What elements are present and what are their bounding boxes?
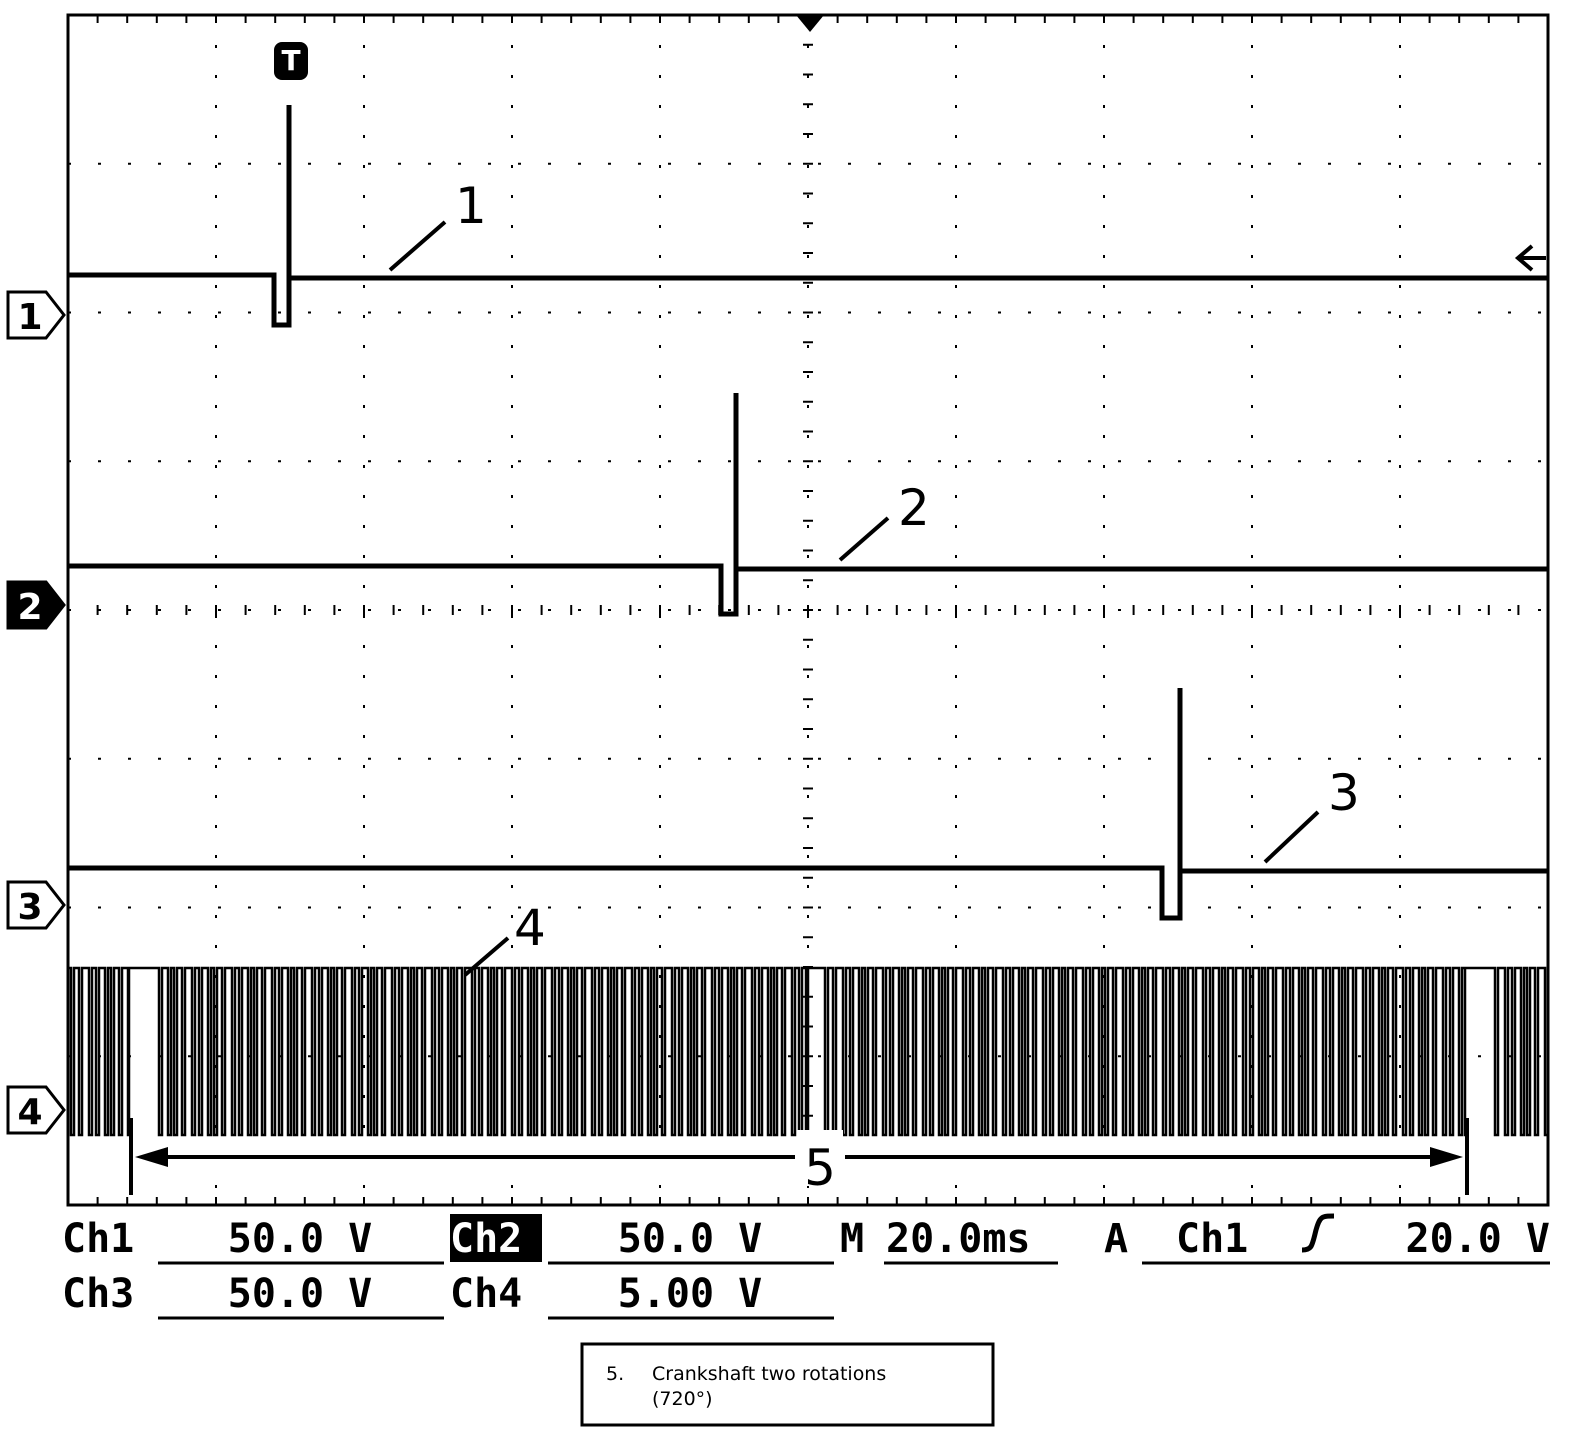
leader-line <box>463 936 510 977</box>
readout-channel: Ch3 <box>62 1271 134 1317</box>
callout: 3 <box>1328 764 1360 822</box>
callout: 5 <box>804 1139 836 1197</box>
callout: 2 <box>898 479 930 537</box>
readout-highlight <box>450 1214 542 1262</box>
trigger-marker-box <box>274 42 308 80</box>
leader-line <box>838 516 890 562</box>
channel-marker-box <box>6 1085 66 1135</box>
caption-text: Crankshaft two rotations <box>652 1363 886 1385</box>
channel-marker: 3 <box>17 887 42 928</box>
trigger-level <box>1514 244 1546 272</box>
readout-scale: 5.00 V <box>618 1271 763 1317</box>
readout-scale: 50.0 V <box>228 1271 373 1317</box>
trigger-position <box>796 15 824 32</box>
channel-marker: 1 <box>17 297 42 338</box>
readout-channel: Ch4 <box>450 1271 522 1317</box>
readout-channel: Ch2 <box>450 1216 522 1262</box>
readout-scale: 50.0 V <box>228 1216 373 1262</box>
channel-marker-box <box>6 290 66 340</box>
callout: 4 <box>514 899 546 957</box>
channel-marker: 2 <box>17 587 42 628</box>
trace-ch4 <box>66 966 1548 1137</box>
trigger-label: A <box>1104 1216 1128 1262</box>
leader-line <box>1263 810 1320 864</box>
trigger-level: 20.0 V <box>1406 1216 1551 1262</box>
callout-bg <box>797 1130 843 1186</box>
readout-scale: 50.0 V <box>618 1216 763 1262</box>
traces <box>66 105 1548 1137</box>
trace-ch1 <box>68 105 1548 328</box>
caption-subtext: (720°) <box>652 1388 713 1410</box>
timebase-label: M <box>840 1216 864 1262</box>
callout: 1 <box>455 177 487 235</box>
readout-channel: Ch1 <box>62 1216 134 1262</box>
trigger-source: Ch1 <box>1176 1216 1248 1262</box>
caption-box <box>580 1342 995 1427</box>
channel-marker-box <box>6 880 66 930</box>
trigger-slope <box>1301 1213 1335 1253</box>
trace-ch2 <box>68 393 1548 617</box>
arrow-head <box>1430 1147 1463 1167</box>
timebase-value: 20.0ms <box>886 1216 1031 1262</box>
leader-line <box>388 220 447 272</box>
arrow-head <box>135 1147 168 1167</box>
trace-ch3 <box>68 688 1548 921</box>
trigger-marker: T <box>281 44 300 77</box>
caption-number: 5. <box>606 1363 624 1385</box>
channel-marker-box <box>6 580 66 630</box>
channel-marker: 4 <box>17 1092 42 1133</box>
